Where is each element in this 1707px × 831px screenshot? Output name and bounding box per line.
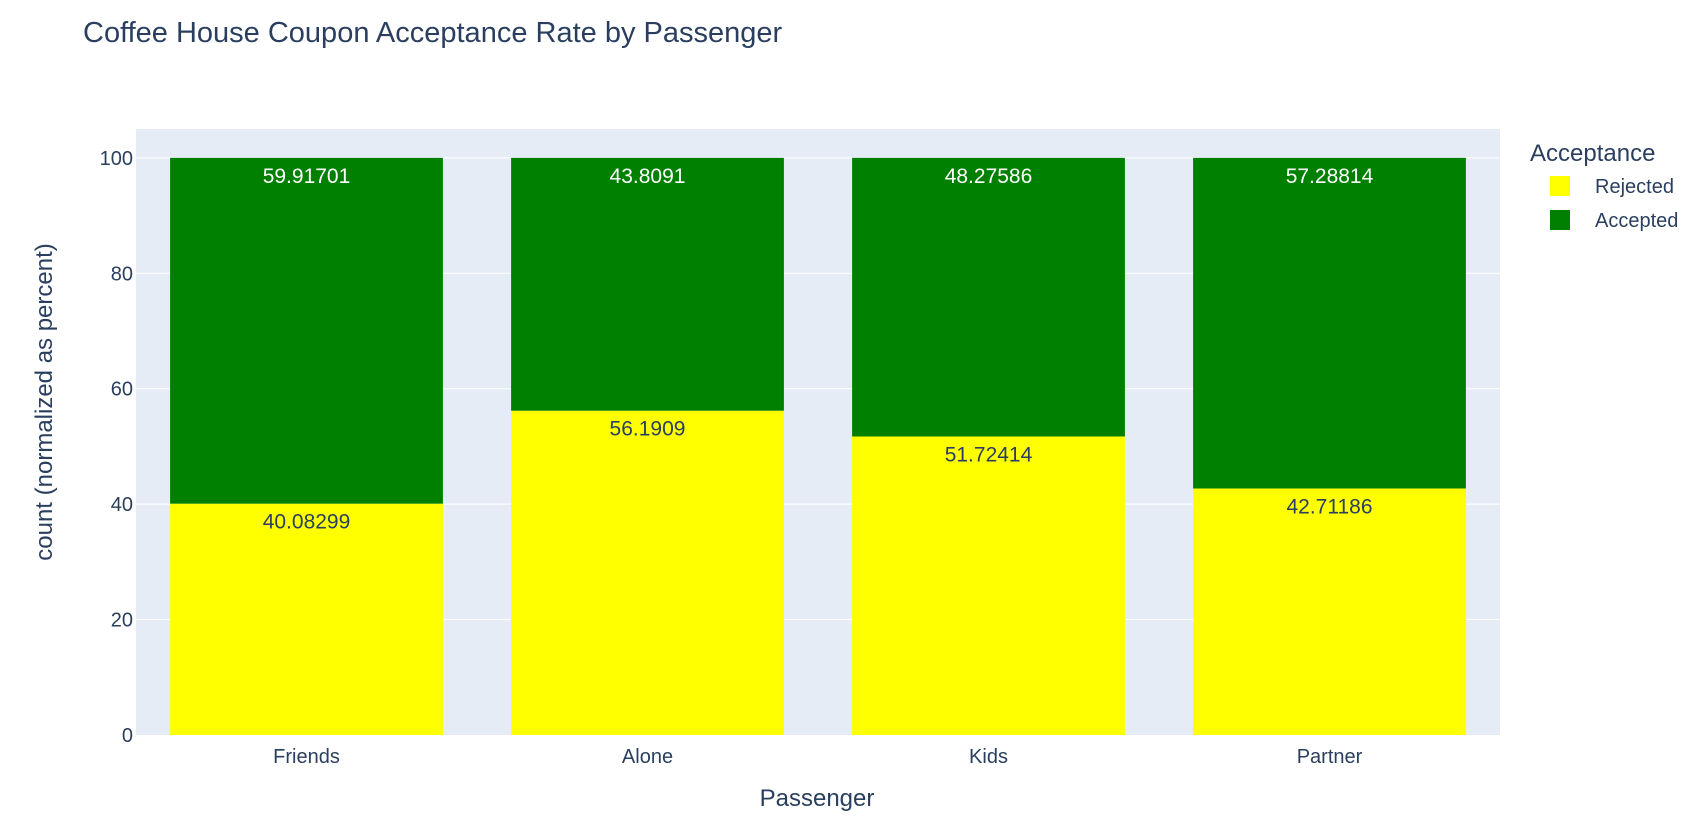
data-label-rejected-kids: 51.72414 (945, 443, 1033, 466)
y-tick-label: 0 (122, 725, 133, 747)
bar-accepted-friends (170, 157, 443, 504)
bar-accepted-partner (1193, 157, 1466, 489)
y-tick-label: 60 (111, 379, 133, 401)
x-tick-label-friends: Friends (273, 746, 340, 768)
legend-swatch-accepted (1550, 210, 1570, 230)
y-tick-label: 20 (111, 610, 133, 632)
bar-rejected-kids (852, 436, 1125, 735)
y-tick-label: 80 (111, 263, 133, 285)
x-axis-title: Passenger (760, 785, 875, 812)
bar-accepted-alone (511, 157, 784, 411)
bar-labels: 40.08299 59.91701 56.1909 43.8091 51.72414 48… (263, 165, 1374, 534)
bar-rejected-partner (1193, 488, 1466, 735)
chart-title: Coffee House Coupon Acceptance Rate by P… (83, 17, 782, 49)
bars (170, 157, 1466, 735)
data-label-rejected-alone: 56.1909 (610, 418, 686, 441)
bar-accepted-kids (852, 157, 1125, 437)
legend-swatch-rejected (1550, 176, 1570, 196)
x-tick-label-kids: Kids (969, 746, 1008, 768)
data-label-accepted-kids: 48.27586 (945, 165, 1033, 188)
y-tick-label: 100 (100, 148, 133, 170)
data-label-accepted-alone: 43.8091 (610, 165, 686, 188)
legend-label-rejected: Rejected (1595, 176, 1674, 198)
bar-rejected-alone (511, 410, 784, 735)
y-tick-label: 40 (111, 494, 133, 516)
x-tick-label-partner: Partner (1297, 746, 1363, 768)
data-label-rejected-partner: 42.71186 (1286, 495, 1372, 518)
x-tick-label-alone: Alone (622, 746, 673, 768)
legend: Acceptance Rejected Accepted (1530, 140, 1678, 232)
data-label-accepted-partner: 57.28814 (1286, 165, 1374, 188)
legend-label-accepted: Accepted (1595, 210, 1678, 232)
x-axis-ticks: Friends Alone Kids Partner (273, 746, 1362, 768)
bar-rejected-friends (170, 503, 443, 735)
data-label-accepted-friends: 59.91701 (263, 165, 351, 188)
legend-title: Acceptance (1530, 140, 1655, 167)
data-label-rejected-friends: 40.08299 (263, 511, 351, 534)
y-axis-ticks: 0 20 40 60 80 100 (100, 148, 133, 747)
y-axis-title: count (normalized as percent) (31, 243, 58, 560)
